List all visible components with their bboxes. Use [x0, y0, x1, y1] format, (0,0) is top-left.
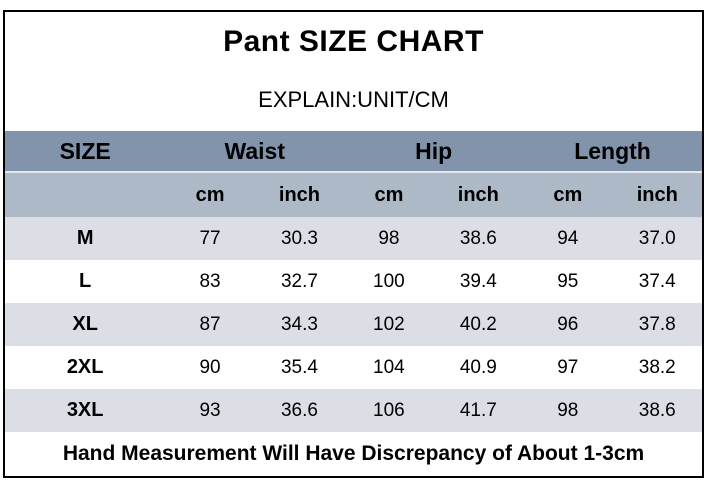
waist-cm-value: 77 — [199, 227, 221, 249]
hip-cm-value: 104 — [373, 356, 405, 378]
length-cm-value: 98 — [557, 399, 579, 421]
table-footnote-row: Hand Measurement Will Have Discrepancy o… — [5, 432, 702, 476]
hip-cm-value: 100 — [373, 270, 405, 292]
length-inch-value: 37.4 — [638, 270, 676, 292]
size-table: SIZE Waist Hip Length cm inch cm inch cm… — [5, 131, 702, 476]
subheader-waist-inch: inch — [254, 172, 345, 217]
subheader-hip-inch: inch — [433, 172, 524, 217]
subheader-blank — [5, 172, 166, 217]
length-inch-value: 38.2 — [638, 356, 676, 378]
table-sub-header-row: cm inch cm inch cm inch — [5, 172, 702, 217]
waist-cm-value: 90 — [199, 356, 221, 378]
subheader-length-inch: inch — [612, 172, 702, 217]
length-inch-value: 37.0 — [638, 227, 676, 249]
table-row-m: M 77 30.3 98 38.6 94 37.0 — [5, 217, 702, 260]
waist-inch-value: 34.3 — [280, 313, 318, 335]
header-hip: Hip — [344, 131, 524, 173]
hip-inch-value: 40.9 — [459, 356, 497, 378]
hip-inch-value: 39.4 — [459, 270, 497, 292]
measurement-disclaimer: Hand Measurement Will Have Discrepancy o… — [5, 432, 702, 476]
table-row-3xl: 3XL 93 36.6 106 41.7 98 38.6 — [5, 389, 702, 432]
subheader-hip-cm: cm — [344, 172, 434, 217]
table-row-l: L 83 32.7 100 39.4 95 37.4 — [5, 260, 702, 303]
page-title: Pant SIZE CHART — [223, 25, 484, 58]
waist-inch-value: 32.7 — [280, 270, 318, 292]
waist-inch-value: 30.3 — [280, 227, 318, 249]
subheader-waist-cm: cm — [165, 172, 255, 217]
waist-inch-value: 35.4 — [280, 356, 318, 378]
waist-cm-value: 83 — [199, 270, 221, 292]
table-group-header-row: SIZE Waist Hip Length — [5, 131, 702, 173]
subheader-length-cm: cm — [523, 172, 613, 217]
size-label: 3XL — [66, 399, 104, 421]
waist-cm-value: 87 — [199, 313, 221, 335]
hip-inch-value: 38.6 — [459, 227, 497, 249]
header-size: SIZE — [5, 131, 166, 173]
table-row-xl: XL 87 34.3 102 40.2 96 37.8 — [5, 303, 702, 346]
hip-cm-value: 98 — [378, 227, 400, 249]
size-label: L — [79, 270, 92, 292]
header-length: Length — [523, 131, 702, 173]
size-chart-frame: Pant SIZE CHART EXPLAIN:UNIT/CM SIZE Wai… — [3, 10, 704, 478]
size-label: XL — [72, 313, 98, 335]
length-cm-value: 97 — [557, 356, 579, 378]
size-label: M — [76, 227, 94, 249]
length-inch-value: 37.8 — [638, 313, 676, 335]
table-row-2xl: 2XL 90 35.4 104 40.9 97 38.2 — [5, 346, 702, 389]
waist-inch-value: 36.6 — [280, 399, 318, 421]
hip-cm-value: 102 — [373, 313, 405, 335]
size-label: 2XL — [66, 356, 104, 378]
length-cm-value: 95 — [557, 270, 579, 292]
hip-inch-value: 40.2 — [459, 313, 497, 335]
hip-cm-value: 106 — [373, 399, 405, 421]
length-cm-value: 94 — [557, 227, 579, 249]
hip-inch-value: 41.7 — [459, 399, 497, 421]
length-cm-value: 96 — [557, 313, 579, 335]
unit-note: EXPLAIN:UNIT/CM — [258, 87, 449, 112]
length-inch-value: 38.6 — [638, 399, 676, 421]
waist-cm-value: 93 — [199, 399, 221, 421]
header-waist: Waist — [165, 131, 345, 173]
